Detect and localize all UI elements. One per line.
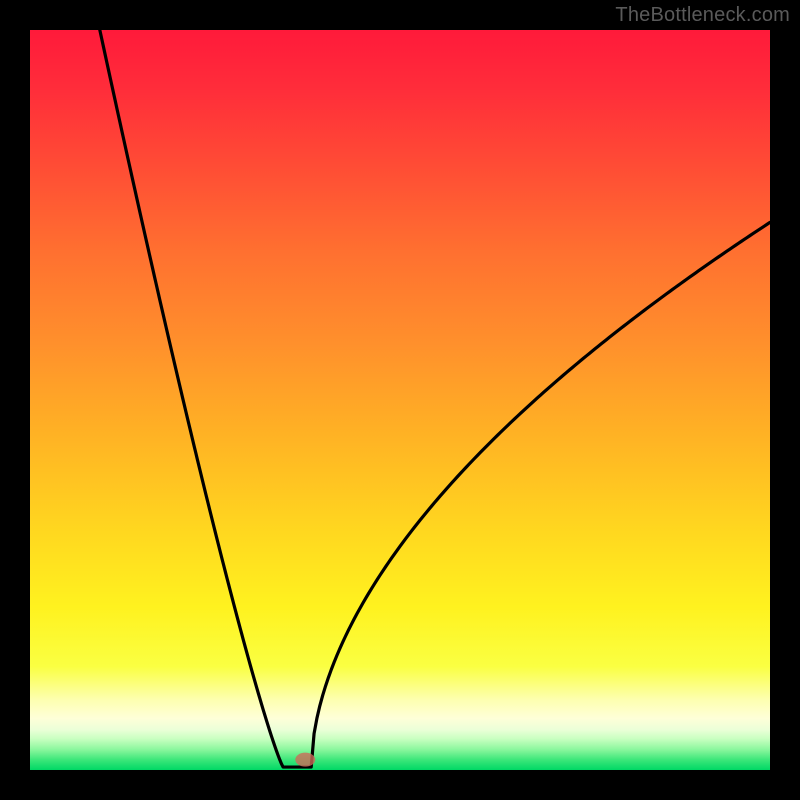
chart-container: TheBottleneck.com (0, 0, 800, 800)
plot-background (30, 30, 770, 770)
optimal-marker (295, 753, 315, 767)
chart-svg (0, 0, 800, 800)
watermark-text: TheBottleneck.com (615, 4, 790, 27)
